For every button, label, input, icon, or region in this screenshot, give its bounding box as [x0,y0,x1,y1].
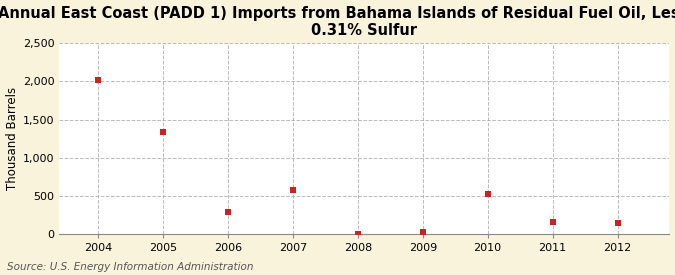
Y-axis label: Thousand Barrels: Thousand Barrels [5,87,18,190]
Text: Source: U.S. Energy Information Administration: Source: U.S. Energy Information Administ… [7,262,253,272]
Point [547,220,558,224]
Point [223,210,234,214]
Title: Annual East Coast (PADD 1) Imports from Bahama Islands of Residual Fuel Oil, Les: Annual East Coast (PADD 1) Imports from … [0,6,675,38]
Point [482,192,493,197]
Point [288,188,298,192]
Point [612,221,623,226]
Point [352,232,363,236]
Point [92,78,103,82]
Point [158,130,169,134]
Point [417,229,428,234]
